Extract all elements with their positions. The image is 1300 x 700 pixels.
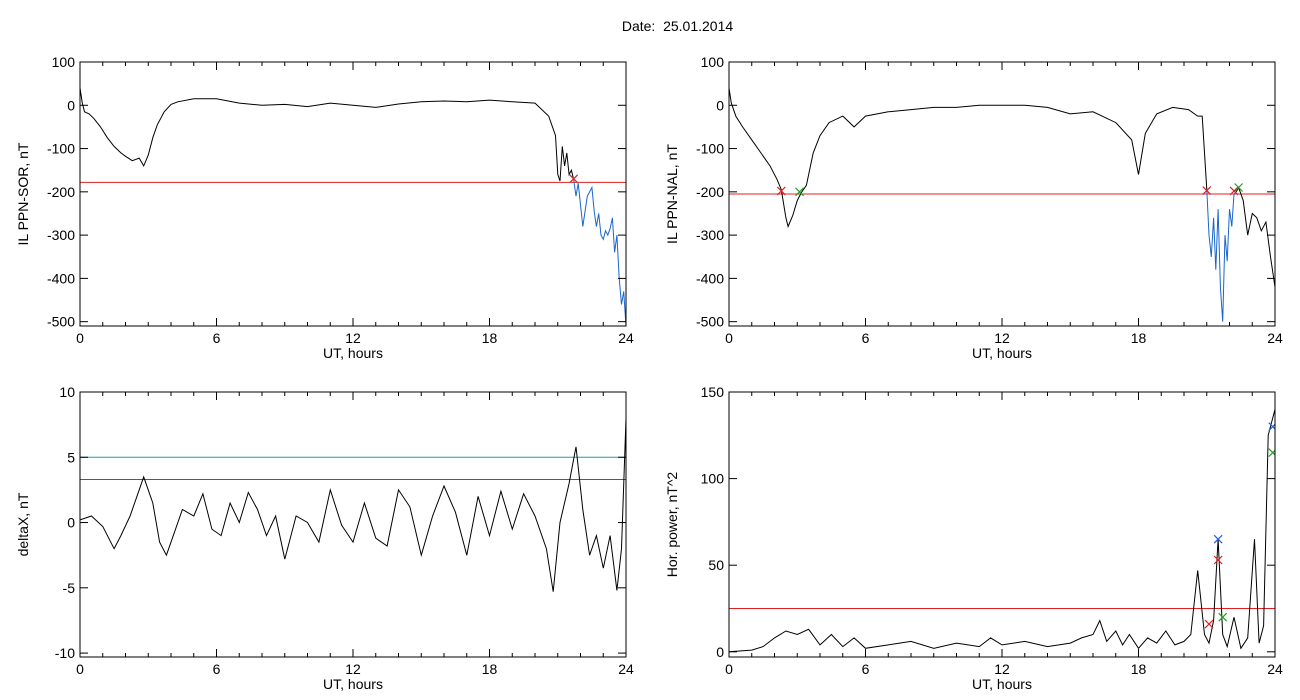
marker-5 (1234, 183, 1244, 192)
series-line-2 (573, 179, 626, 326)
y-tick-label: 0 (67, 97, 75, 113)
x-tick-label: 12 (345, 330, 361, 346)
x-tick-label: 12 (994, 330, 1010, 346)
x-tick-label: 6 (213, 661, 221, 677)
y-tick-label: -400 (696, 270, 724, 286)
plot-frame (79, 391, 627, 658)
chart-panel-2: 0 6 12 18 24 100 0 -100 -200 -300 -400 -500 UT, hour… (664, 54, 1283, 361)
y-tick-label: 150 (701, 384, 725, 400)
x-tick-label: 24 (618, 330, 634, 346)
marker-1 (569, 174, 579, 184)
series-line-1 (80, 418, 626, 592)
y-tick-label: -400 (47, 270, 75, 286)
x-axis-label: UT, hours (323, 345, 383, 361)
chart-panel-4: 0 6 12 18 24 150 100 50 0 UT, hours Hor. power, nT… (664, 384, 1283, 692)
y-axis-label: deltaX, nT (15, 492, 31, 556)
y-tick-label: -300 (47, 227, 75, 243)
x-tick-label: 24 (1267, 330, 1283, 346)
marker-4 (1229, 186, 1239, 196)
marker-1 (776, 186, 786, 196)
marker-5 (1268, 448, 1275, 458)
series-line-1 (729, 409, 1275, 653)
y-tick-label: -100 (696, 141, 724, 157)
series-line-1 (80, 87, 575, 182)
y-axis-label: IL PPN-SOR, nT (15, 142, 31, 245)
chart-panel-1: 0 6 12 18 24 100 0 -100 -200 -300 -400 -500 UT, hour… (15, 54, 634, 361)
marker-3 (1202, 186, 1212, 195)
x-tick-label: 18 (1131, 330, 1147, 346)
y-tick-label: 0 (67, 515, 75, 531)
y-tick-label: 50 (708, 557, 724, 573)
x-tick-label: 0 (76, 330, 84, 346)
marker-6 (1268, 422, 1275, 432)
x-tick-label: 12 (345, 661, 361, 677)
marker-1 (1204, 619, 1214, 629)
y-tick-label: -200 (696, 184, 724, 200)
marker-2 (1213, 555, 1223, 565)
x-tick-label: 24 (618, 661, 634, 677)
marker-4 (1218, 612, 1228, 622)
x-tick-label: 6 (862, 661, 870, 677)
marker-3 (1213, 534, 1223, 544)
y-tick-label: 0 (716, 644, 724, 660)
x-tick-label: 0 (725, 661, 733, 677)
x-axis-label: UT, hours (972, 345, 1032, 361)
chart-panel-3: 0 6 12 18 24 10 5 0 -5 -10 UT, hours deltaX, nT (15, 384, 634, 692)
series-line-2 (1206, 189, 1237, 322)
x-axis-label: UT, hours (323, 676, 383, 692)
y-axis-label: IL PPN-NAL, nT (664, 144, 680, 244)
y-tick-label: 0 (716, 97, 724, 113)
y-tick-label: 100 (701, 54, 725, 70)
y-tick-label: 5 (67, 449, 75, 465)
y-tick-label: -10 (55, 645, 75, 661)
marker-2 (795, 187, 804, 197)
y-axis-label: Hor. power, nT^2 (664, 472, 680, 578)
x-tick-label: 12 (994, 661, 1010, 677)
x-tick-label: 18 (482, 661, 498, 677)
y-tick-label: -300 (696, 227, 724, 243)
y-tick-label: -5 (63, 580, 76, 596)
y-tick-label: -100 (47, 141, 75, 157)
y-tick-label: 10 (59, 384, 75, 400)
x-tick-label: 24 (1267, 661, 1283, 677)
y-tick-label: 100 (701, 471, 725, 487)
x-tick-label: 18 (1131, 661, 1147, 677)
y-tick-label: -200 (47, 184, 75, 200)
page-title: Date: 25.01.2014 (621, 18, 734, 34)
x-tick-label: 0 (76, 661, 84, 677)
series-line-3 (1235, 186, 1275, 288)
x-tick-label: 0 (725, 330, 733, 346)
y-tick-label: -500 (696, 314, 724, 330)
plot-frame (79, 61, 627, 327)
x-axis-label: UT, hours (972, 676, 1032, 692)
y-tick-label: -500 (47, 314, 75, 330)
y-tick-label: 100 (52, 54, 76, 70)
x-tick-label: 18 (482, 330, 498, 346)
series-line-1 (729, 87, 1208, 229)
x-tick-label: 6 (213, 330, 221, 346)
x-tick-label: 6 (862, 330, 870, 346)
